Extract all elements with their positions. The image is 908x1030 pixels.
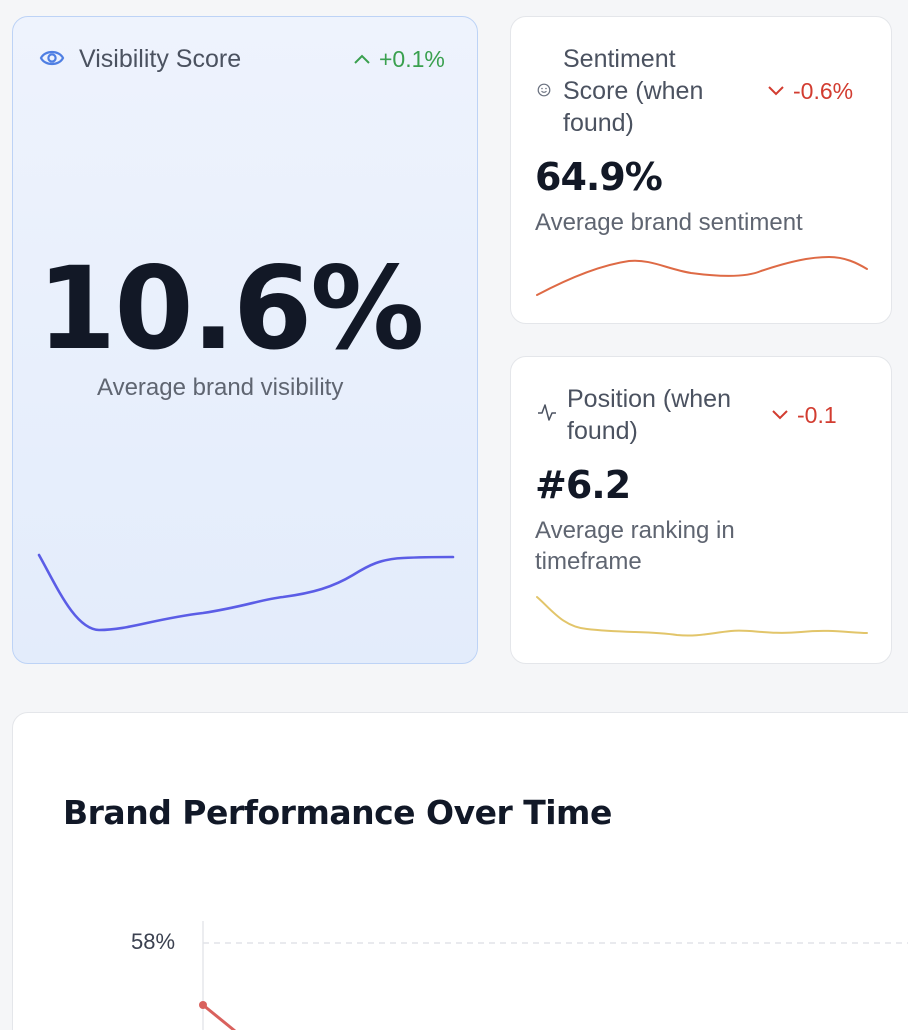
visibility-subtitle: Average brand visibility xyxy=(97,374,344,401)
sentiment-value: 64.9% xyxy=(535,155,663,199)
sentiment-delta-value: -0.6% xyxy=(793,78,854,104)
smile-icon xyxy=(537,83,551,97)
eye-icon xyxy=(39,50,65,66)
position-sparkline xyxy=(536,596,868,637)
series-point xyxy=(199,1001,207,1009)
position-card[interactable]: Position (when found) -0.1 #6.2 Average … xyxy=(510,356,892,664)
visibility-delta: +0.1% xyxy=(353,43,445,75)
sentiment-title-line-2: Score (when xyxy=(563,77,704,105)
sentiment-sparkline xyxy=(536,255,868,296)
sentiment-score-card[interactable]: Sentiment Score (when found) -0.6% 64.9%… xyxy=(510,16,892,324)
y-axis-tick-label: 58% xyxy=(131,929,176,954)
position-title-line-1: Position (when xyxy=(567,385,731,413)
position-delta-value: -0.1 xyxy=(797,402,837,428)
sentiment-subtitle: Average brand sentiment xyxy=(535,209,803,236)
visibility-score-card[interactable]: Visibility Score +0.1% 10.6% Average bra… xyxy=(12,16,478,664)
position-subtitle-line-1: Average ranking in xyxy=(535,517,735,544)
brand-performance-card: Brand Performance Over Time 58% xyxy=(12,712,908,1030)
chevron-up-icon xyxy=(354,54,370,64)
position-subtitle-line-2: timeframe xyxy=(535,548,642,575)
series-line xyxy=(202,1003,236,1030)
sentiment-delta: -0.6% xyxy=(767,75,853,107)
chevron-down-icon xyxy=(772,410,788,420)
visibility-delta-value: +0.1% xyxy=(379,46,445,72)
performance-chart xyxy=(199,921,908,1030)
sentiment-title-line-1: Sentiment xyxy=(563,45,676,73)
position-title-line-2: found) xyxy=(567,417,638,445)
visibility-title: Visibility Score xyxy=(79,45,242,73)
brand-performance-title: Brand Performance Over Time xyxy=(63,793,612,832)
visibility-sparkline xyxy=(37,553,455,632)
position-value: #6.2 xyxy=(535,463,631,507)
position-delta: -0.1 xyxy=(771,399,837,431)
chevron-down-icon xyxy=(768,86,784,96)
sentiment-title-line-3: found) xyxy=(563,109,634,137)
visibility-value: 10.6% xyxy=(37,242,424,375)
activity-icon xyxy=(538,404,556,421)
